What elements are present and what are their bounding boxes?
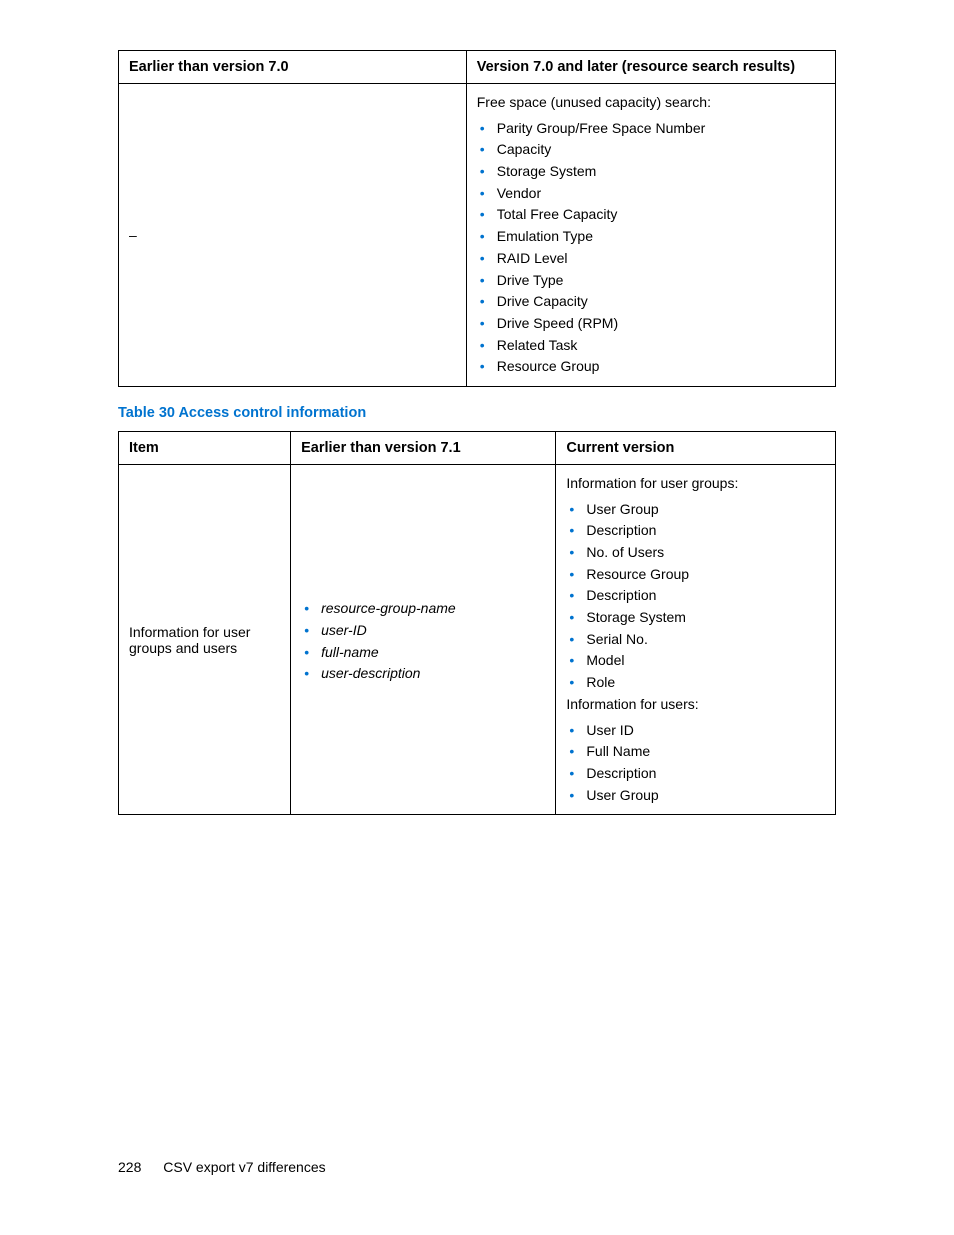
list-item: RAID Level <box>477 248 825 270</box>
bullet-list: Parity Group/Free Space Number Capacity … <box>477 118 825 378</box>
cell-intro-text: Information for user groups: <box>566 473 825 495</box>
list-item: Drive Type <box>477 270 825 292</box>
page-footer: 228 CSV export v7 differences <box>118 1159 326 1175</box>
table-version-comparison: Earlier than version 7.0 Version 7.0 and… <box>118 50 836 387</box>
table-access-control: Item Earlier than version 7.1 Current ve… <box>118 431 836 815</box>
table-header-cell: Current version <box>556 431 836 464</box>
table-cell-later: Free space (unused capacity) search: Par… <box>466 84 835 387</box>
table-row: Information for user groups and users re… <box>119 464 836 814</box>
cell-intro-text: Information for users: <box>566 694 825 716</box>
list-item: Serial No. <box>566 629 825 651</box>
list-item: Emulation Type <box>477 226 825 248</box>
list-item: resource-group-name <box>301 598 545 620</box>
bullet-list: User Group Description No. of Users Reso… <box>566 499 825 694</box>
list-item: user-description <box>301 663 545 685</box>
list-item: User ID <box>566 720 825 742</box>
list-item: user-ID <box>301 620 545 642</box>
table-header-cell: Earlier than version 7.0 <box>119 51 467 84</box>
table-row: – Free space (unused capacity) search: P… <box>119 84 836 387</box>
list-item: Storage System <box>566 607 825 629</box>
table-header-cell: Earlier than version 7.1 <box>291 431 556 464</box>
footer-title: CSV export v7 differences <box>163 1159 325 1175</box>
list-item: Capacity <box>477 139 825 161</box>
table-header-cell: Version 7.0 and later (resource search r… <box>466 51 835 84</box>
list-item: Description <box>566 585 825 607</box>
list-item: Total Free Capacity <box>477 204 825 226</box>
document-page: Earlier than version 7.0 Version 7.0 and… <box>0 0 954 1235</box>
table-header-row: Earlier than version 7.0 Version 7.0 and… <box>119 51 836 84</box>
list-item: Drive Speed (RPM) <box>477 313 825 335</box>
list-item: Role <box>566 672 825 694</box>
list-item: User Group <box>566 499 825 521</box>
table-cell-item: Information for user groups and users <box>119 464 291 814</box>
list-item: Related Task <box>477 335 825 357</box>
cell-intro-text: Free space (unused capacity) search: <box>477 92 825 114</box>
bullet-list: User ID Full Name Description User Group <box>566 720 825 807</box>
list-item: Description <box>566 520 825 542</box>
list-item: Parity Group/Free Space Number <box>477 118 825 140</box>
list-item: Drive Capacity <box>477 291 825 313</box>
list-item: Storage System <box>477 161 825 183</box>
bullet-list: resource-group-name user-ID full-name us… <box>301 598 545 685</box>
table-caption: Table 30 Access control information <box>118 405 836 421</box>
table-cell-current: Information for user groups: User Group … <box>556 464 836 814</box>
table-cell-earlier: resource-group-name user-ID full-name us… <box>291 464 556 814</box>
table-cell-earlier: – <box>119 84 467 387</box>
table-header-cell: Item <box>119 431 291 464</box>
list-item: No. of Users <box>566 542 825 564</box>
list-item: User Group <box>566 785 825 807</box>
list-item: Vendor <box>477 183 825 205</box>
page-number: 228 <box>118 1159 141 1175</box>
list-item: Resource Group <box>477 356 825 378</box>
list-item: Model <box>566 650 825 672</box>
list-item: Resource Group <box>566 564 825 586</box>
list-item: full-name <box>301 642 545 664</box>
table-header-row: Item Earlier than version 7.1 Current ve… <box>119 431 836 464</box>
list-item: Full Name <box>566 741 825 763</box>
list-item: Description <box>566 763 825 785</box>
